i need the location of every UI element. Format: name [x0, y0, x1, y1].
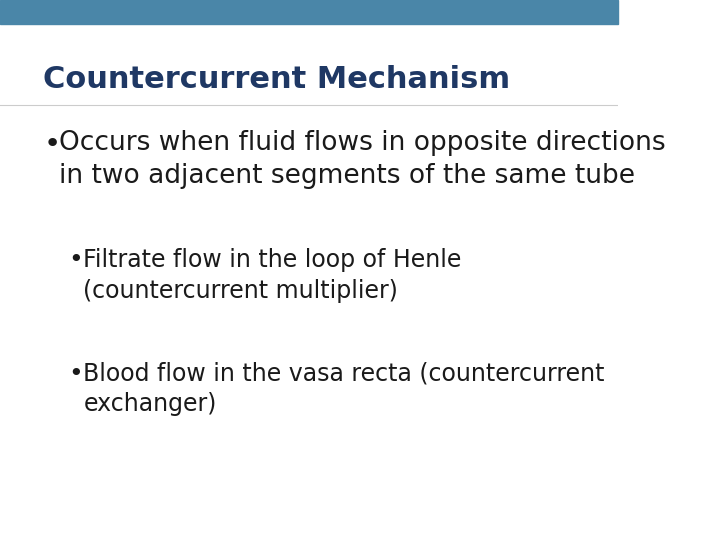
Text: •: • — [43, 130, 60, 158]
Text: Blood flow in the vasa recta (countercurrent
exchanger): Blood flow in the vasa recta (countercur… — [84, 362, 605, 416]
Text: •: • — [68, 248, 83, 272]
FancyBboxPatch shape — [0, 0, 618, 24]
Text: Countercurrent Mechanism: Countercurrent Mechanism — [43, 65, 510, 94]
Text: •: • — [68, 362, 83, 386]
Text: Filtrate flow in the loop of Henle
(countercurrent multiplier): Filtrate flow in the loop of Henle (coun… — [84, 248, 462, 303]
Text: Occurs when fluid flows in opposite directions
in two adjacent segments of the s: Occurs when fluid flows in opposite dire… — [59, 130, 665, 188]
